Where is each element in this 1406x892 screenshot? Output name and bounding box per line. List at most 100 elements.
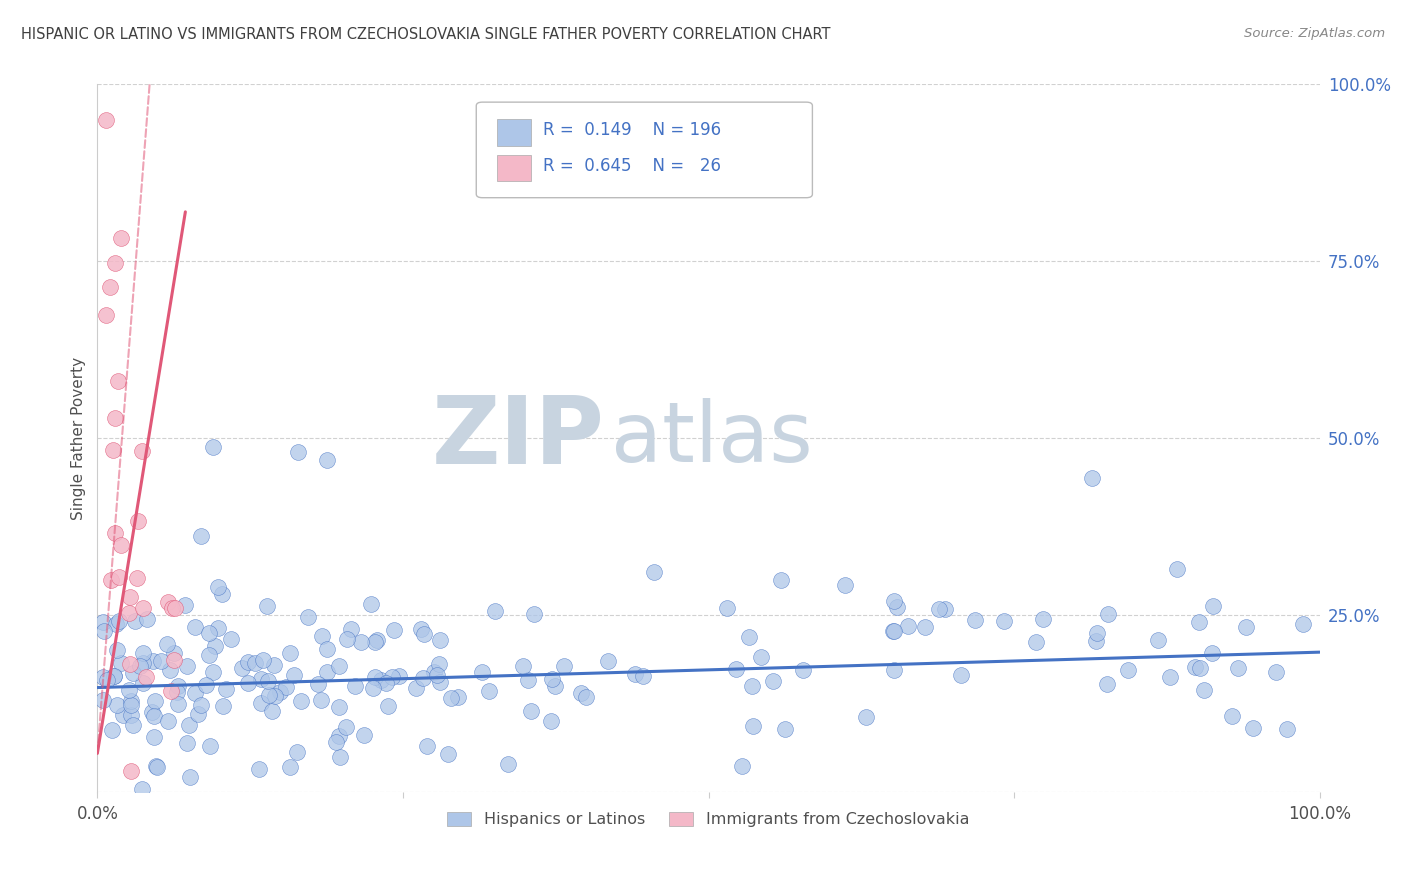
Point xyxy=(211,587,233,601)
Point xyxy=(360,598,382,612)
Point xyxy=(724,661,747,675)
Point xyxy=(343,679,366,693)
Point xyxy=(963,613,986,627)
Point xyxy=(307,676,329,690)
Legend: Hispanics or Latinos, Immigrants from Czechoslovakia: Hispanics or Latinos, Immigrants from Cz… xyxy=(441,805,976,834)
Point xyxy=(104,411,127,425)
Point xyxy=(101,723,124,738)
Point xyxy=(1292,617,1315,632)
Point xyxy=(122,718,145,732)
Text: HISPANIC OR LATINO VS IMMIGRANTS FROM CZECHOSLOVAKIA SINGLE FATHER POVERTY CORRE: HISPANIC OR LATINO VS IMMIGRANTS FROM CZ… xyxy=(21,27,831,42)
Point xyxy=(364,669,387,683)
Point xyxy=(287,444,309,458)
Point xyxy=(125,571,148,585)
Point xyxy=(247,763,270,777)
Point xyxy=(120,698,142,712)
Point xyxy=(198,626,221,640)
Point xyxy=(749,649,772,664)
Point xyxy=(141,705,163,719)
Bar xyxy=(498,154,531,181)
Point xyxy=(315,452,337,467)
Point xyxy=(131,601,153,615)
Point xyxy=(146,760,169,774)
Point xyxy=(103,669,125,683)
Point xyxy=(949,667,972,681)
Point xyxy=(132,647,155,661)
Point xyxy=(166,685,188,699)
Point xyxy=(429,633,451,648)
Point xyxy=(165,600,187,615)
Point xyxy=(176,736,198,750)
Point xyxy=(132,676,155,690)
Point xyxy=(278,646,301,660)
Point xyxy=(716,600,738,615)
Point xyxy=(103,669,125,683)
Point xyxy=(257,689,280,703)
Point xyxy=(523,607,546,621)
Point xyxy=(269,685,291,699)
Point xyxy=(128,658,150,673)
Point xyxy=(249,697,271,711)
Point xyxy=(231,661,253,675)
Point xyxy=(143,709,166,723)
Point xyxy=(370,673,392,688)
Point xyxy=(190,698,212,712)
Point xyxy=(187,707,209,722)
Point xyxy=(478,683,501,698)
Point xyxy=(104,617,127,632)
Point xyxy=(328,659,350,673)
Point xyxy=(142,654,165,668)
Point xyxy=(162,653,184,667)
Point xyxy=(516,673,538,687)
Point xyxy=(211,699,233,714)
Point xyxy=(276,680,298,694)
Point xyxy=(329,749,352,764)
Point xyxy=(103,443,125,458)
Point xyxy=(183,620,205,634)
Point xyxy=(1085,634,1108,648)
Point xyxy=(834,577,856,591)
Point xyxy=(741,679,763,693)
Point xyxy=(416,739,439,753)
Point xyxy=(250,672,273,686)
Point xyxy=(471,665,494,679)
Point xyxy=(100,574,122,588)
Point xyxy=(145,694,167,708)
Point xyxy=(194,678,217,692)
Point xyxy=(353,728,375,742)
Point xyxy=(1080,471,1102,485)
Point xyxy=(207,581,229,595)
Point xyxy=(176,658,198,673)
Point xyxy=(96,673,118,688)
Point xyxy=(1097,677,1119,691)
Text: R =  0.645    N =   26: R = 0.645 N = 26 xyxy=(544,157,721,175)
Point xyxy=(328,729,350,743)
Point xyxy=(769,574,792,588)
Point xyxy=(364,635,387,649)
Point xyxy=(256,599,278,613)
Point xyxy=(107,374,129,388)
Point xyxy=(520,704,543,718)
Point xyxy=(264,689,287,703)
Point xyxy=(215,682,238,697)
Point xyxy=(311,629,333,643)
Point xyxy=(742,719,765,733)
Point xyxy=(120,707,142,722)
Point xyxy=(145,759,167,773)
Point xyxy=(1227,661,1250,675)
Point xyxy=(512,659,534,673)
Point xyxy=(316,642,339,657)
Point xyxy=(377,698,399,713)
Point xyxy=(157,595,180,609)
Point xyxy=(1234,620,1257,634)
Point xyxy=(1275,722,1298,736)
Point xyxy=(107,570,129,584)
Point xyxy=(543,679,565,693)
Point xyxy=(1188,615,1211,629)
Point xyxy=(105,698,128,713)
Point xyxy=(738,630,761,644)
Point xyxy=(184,686,207,700)
Point xyxy=(1118,663,1140,677)
Point xyxy=(366,632,388,647)
Point xyxy=(496,757,519,772)
